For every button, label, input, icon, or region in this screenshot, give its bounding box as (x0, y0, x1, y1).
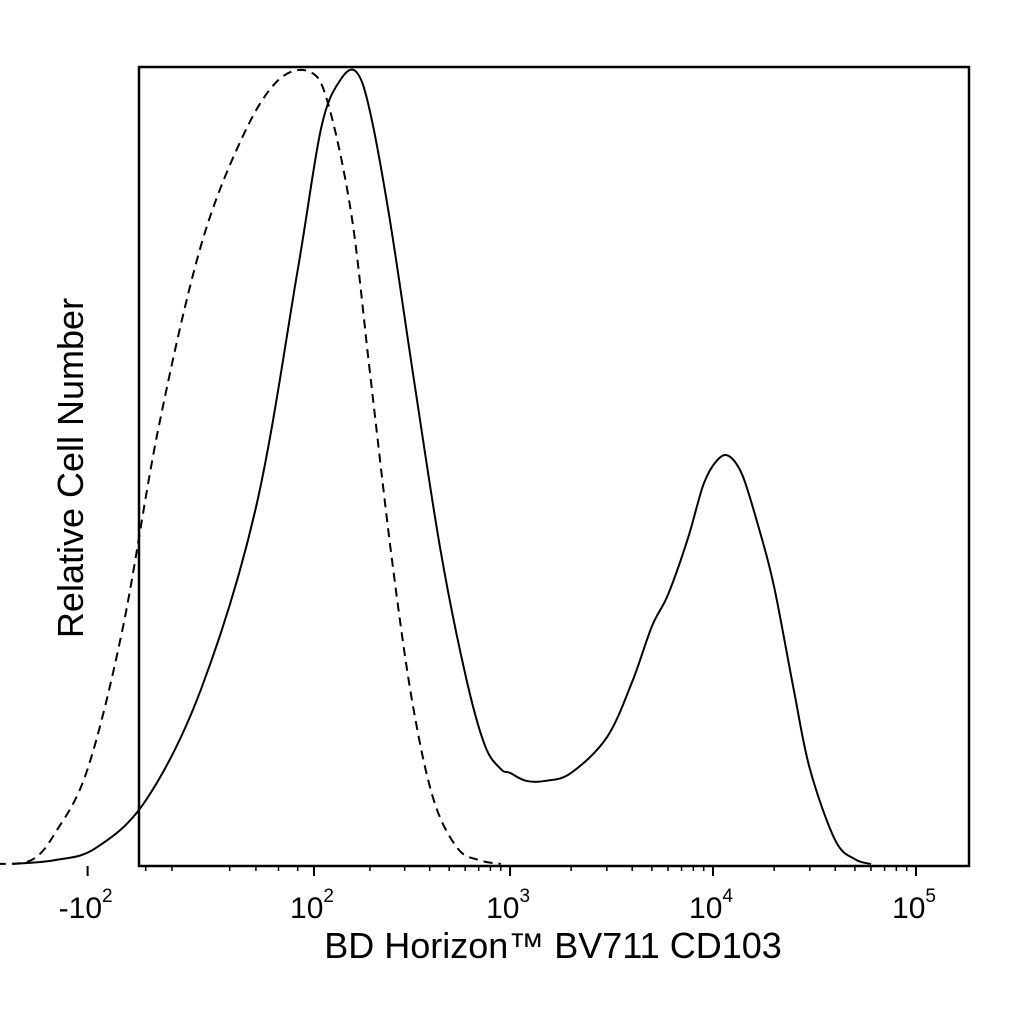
x-tick-label-exponent: 2 (323, 886, 334, 907)
x-axis-title: BD Horizon™ BV711 CD103 (324, 925, 782, 966)
x-tick-label-base: 10 (486, 892, 519, 925)
x-tick-label-base: 10 (290, 892, 323, 925)
dashed-histogram-line (0, 68, 501, 865)
x-tick-label-exponent: 2 (102, 886, 113, 907)
x-tick-label: 103 (486, 886, 530, 925)
x-tick-label: -102 (59, 886, 113, 925)
x-tick-label-base: 10 (892, 892, 925, 925)
y-axis-title: Relative Cell Number (50, 298, 91, 638)
x-tick-label-base: -10 (59, 892, 102, 925)
solid-histogram-line (12, 68, 872, 865)
x-tick-label-base: 10 (689, 892, 722, 925)
x-tick-label-exponent: 4 (722, 886, 733, 907)
x-tick-label-exponent: 3 (519, 886, 530, 907)
plot-frame (137, 65, 971, 868)
series-layer (0, 68, 872, 865)
x-tick-label: 105 (892, 886, 936, 925)
x-tick-label: 102 (290, 886, 334, 925)
x-tick-label: 104 (689, 886, 733, 925)
x-tick-labels: -102 102 103 104 105 (59, 886, 936, 925)
x-tick-label-exponent: 5 (925, 886, 936, 907)
x-axis-ticks (86, 866, 918, 876)
